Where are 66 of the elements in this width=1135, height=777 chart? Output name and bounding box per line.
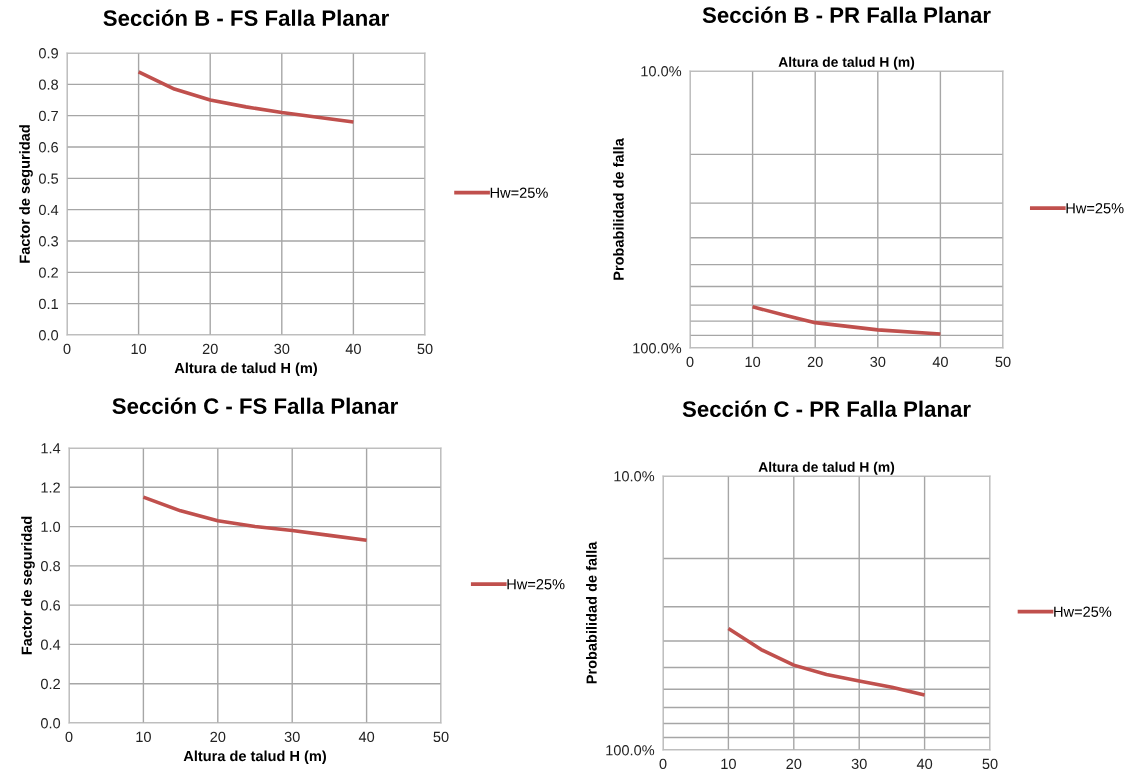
legend-label: Hw=25%: [507, 579, 565, 590]
chart-title: Sección C - FS Falla Planar: [112, 397, 398, 414]
line-series: [136, 69, 356, 124]
x-tick-label: 50: [433, 731, 449, 743]
x-tick-label: 20: [786, 758, 802, 770]
x-tick-label: 20: [807, 356, 823, 368]
y-tick-label: 10.0%: [641, 66, 682, 77]
line-series: [141, 495, 369, 543]
y-tick-label: 0.4: [40, 639, 61, 650]
x-tick-label: 30: [851, 758, 867, 770]
x-tick-label: 40: [345, 343, 361, 355]
y-axis-title: Probabilidad de falla: [586, 541, 597, 684]
y-tick-label: 100.0%: [633, 343, 682, 354]
x-tick-label: 20: [202, 343, 218, 355]
x-tick-label: 30: [274, 343, 290, 355]
y-axis-title: Factor de seguridad: [21, 516, 35, 655]
x-tick-label: 50: [995, 356, 1011, 368]
y-tick-label: 0.0: [40, 718, 61, 729]
legend-label: Hw=25%: [1066, 203, 1124, 214]
y-axis-title: Probabilidad de falla: [613, 138, 624, 280]
x-tick-label: 40: [358, 731, 375, 743]
y-tick-label: 1.4: [41, 443, 61, 454]
y-tick-label: 0.8: [40, 560, 61, 572]
y-tick-label: 0.9: [38, 48, 58, 59]
x-tick-label: 50: [417, 343, 433, 355]
x-tick-label: 0: [65, 731, 73, 743]
line-series: [750, 304, 943, 336]
y-tick-label: 0.1: [38, 298, 58, 310]
y-tick-label: 10.0%: [614, 471, 655, 482]
x-tick-label: 30: [870, 356, 886, 368]
y-tick-label: 0.0: [38, 330, 59, 341]
x-tick-label: 10: [131, 343, 147, 355]
legend-label: Hw=25%: [1054, 606, 1112, 617]
x-tick-label: 20: [210, 731, 226, 743]
x-tick-label: 10: [745, 356, 761, 368]
y-tick-label: 0.6: [38, 142, 59, 153]
y-tick-label: 0.2: [38, 267, 58, 278]
chart-title: Sección B - FS Falla Planar: [103, 9, 389, 26]
y-tick-label: 0.3: [38, 236, 59, 247]
y-tick-label: 0.5: [38, 173, 59, 184]
chart-title: Sección C - PR Falla Planar: [682, 400, 971, 417]
x-tick-label: 10: [721, 758, 736, 770]
y-tick-label: 1.2: [41, 482, 60, 493]
y-axis-title: Factor de seguridad: [19, 125, 33, 263]
y-tick-label: 1.0: [41, 521, 61, 532]
legend-label: Hw=25%: [490, 187, 548, 198]
x-tick-label: 0: [659, 758, 667, 770]
y-tick-label: 0.2: [40, 678, 60, 690]
x-axis-title: Altura de talud H (m): [183, 750, 326, 765]
x-axis-title: Altura de talud H (m): [174, 362, 317, 377]
x2-axis-title: Altura de talud H (m): [778, 56, 915, 70]
x-tick-label: 40: [932, 356, 948, 368]
y-tick-label: 0.8: [38, 79, 59, 90]
x-tick-label: 40: [916, 758, 933, 770]
x-tick-label: 10: [136, 731, 151, 743]
line-series: [726, 626, 927, 697]
y-tick-label: 0.7: [38, 110, 58, 122]
x2-axis-title: Altura de talud H (m): [758, 461, 895, 475]
chart-title: Sección B - PR Falla Planar: [702, 6, 991, 23]
x-tick-label: 0: [686, 356, 694, 368]
x-tick-label: 50: [982, 758, 998, 770]
x-tick-label: 0: [63, 343, 71, 355]
y-tick-label: 0.6: [40, 600, 61, 611]
y-tick-label: 100.0%: [606, 745, 655, 756]
x-tick-label: 30: [284, 731, 300, 743]
y-tick-label: 0.4: [38, 204, 59, 216]
